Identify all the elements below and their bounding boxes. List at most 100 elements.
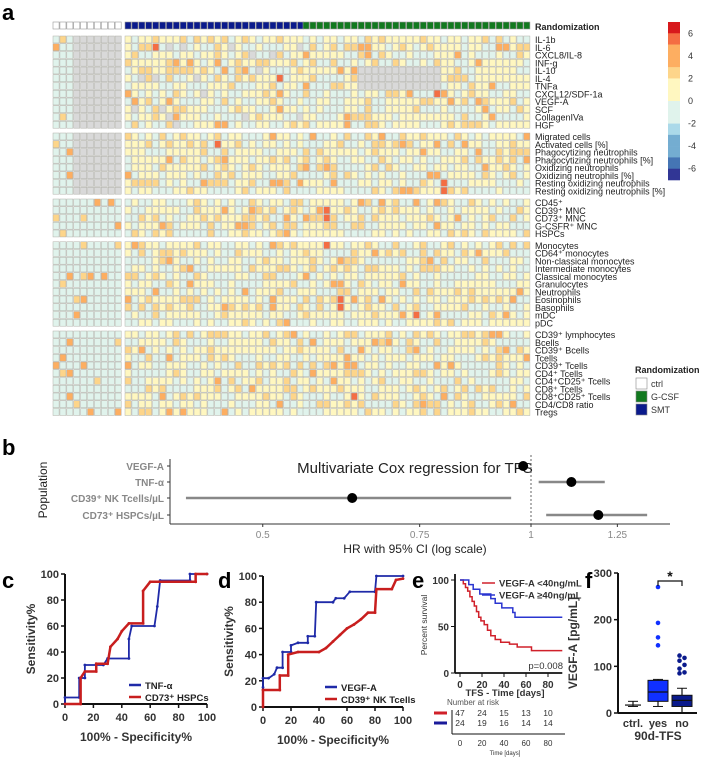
heatmap-cell xyxy=(283,82,291,90)
roc-point xyxy=(83,663,87,667)
roc-point xyxy=(261,676,265,680)
heatmap-cell xyxy=(94,249,101,257)
heatmap-cell xyxy=(357,272,365,280)
heatmap-cell xyxy=(364,35,372,44)
heatmap-cell xyxy=(152,295,159,304)
heatmap-cell xyxy=(323,377,331,385)
heatmap-cell xyxy=(200,43,208,51)
heatmap-cell xyxy=(309,295,317,304)
heatmap-row-label: CD39⁺ lymphocytes xyxy=(535,330,616,340)
heatmap-cell xyxy=(302,90,310,98)
heatmap-cell xyxy=(495,163,503,172)
heatmap-cell xyxy=(297,121,304,129)
heatmap-cell xyxy=(509,377,517,385)
heatmap-cell xyxy=(447,179,455,187)
heatmap-cell xyxy=(351,156,358,164)
heatmap-cell xyxy=(114,369,122,377)
heatmap-cell xyxy=(489,338,496,346)
heatmap-cell xyxy=(166,311,173,319)
heatmap-cell xyxy=(193,74,201,82)
heatmap-cell xyxy=(73,132,81,141)
heatmap-cell xyxy=(283,303,291,311)
heatmap-cell xyxy=(523,385,531,393)
heatmap-cell xyxy=(114,148,122,156)
heatmap-cell xyxy=(242,361,249,370)
heatmap-cell xyxy=(385,74,393,82)
heatmap-cell xyxy=(73,392,81,401)
heatmap-cell xyxy=(145,280,153,288)
heatmap-cell xyxy=(214,377,222,385)
heatmap-cell xyxy=(364,105,372,113)
roc-point xyxy=(338,633,342,637)
heatmap-cell xyxy=(114,354,122,362)
heatmap-cell xyxy=(214,97,222,106)
heatmap-cell xyxy=(283,43,291,51)
heatmap-cell xyxy=(114,319,122,327)
heatmap-cell xyxy=(214,105,222,113)
heatmap-cell xyxy=(406,338,413,346)
heatmap-cell xyxy=(124,319,132,327)
heatmap-cell xyxy=(433,35,441,44)
heatmap-cell xyxy=(262,400,270,408)
heatmap-cell xyxy=(454,385,462,393)
heatmap-cell xyxy=(509,385,517,393)
heatmap-cell xyxy=(357,264,365,273)
heatmap-cell xyxy=(371,82,379,90)
heatmap-cell xyxy=(475,280,482,288)
heatmap-cell xyxy=(378,171,386,179)
heatmap-cell xyxy=(179,171,187,179)
heatmap-cell xyxy=(235,377,242,385)
heatmap-cell xyxy=(399,105,406,113)
heatmap-cell xyxy=(255,288,263,296)
heatmap-cell xyxy=(138,206,146,214)
heatmap-cell xyxy=(378,206,386,214)
heatmap-cell xyxy=(66,132,74,141)
heatmap-cell xyxy=(297,35,304,44)
outlier-point xyxy=(655,643,661,648)
heatmap-cell xyxy=(364,51,372,59)
heatmap-cell xyxy=(309,51,317,59)
heatmap-cell xyxy=(94,113,101,121)
heatmap-cell xyxy=(124,179,132,187)
heatmap-cell xyxy=(399,179,406,187)
heatmap-cell xyxy=(426,330,434,339)
heatmap-cell xyxy=(502,354,510,362)
heatmap-cell xyxy=(399,241,406,249)
heatmap-cell xyxy=(262,163,270,172)
heatmap-cell xyxy=(290,43,297,51)
heatmap-cell xyxy=(523,249,531,257)
group-bar-cell xyxy=(399,21,407,30)
heatmap-cell xyxy=(255,132,263,141)
heatmap-cell xyxy=(302,163,310,172)
y-tick-label: 0 xyxy=(53,699,59,711)
heatmap-cell xyxy=(66,361,74,370)
heatmap-cell xyxy=(489,272,496,280)
heatmap-cell xyxy=(502,148,510,156)
heatmap-cell xyxy=(124,43,132,51)
heatmap-cell xyxy=(235,241,242,249)
heatmap-cell xyxy=(73,148,81,156)
heatmap-cell xyxy=(228,400,235,408)
heatmap-cell xyxy=(235,249,242,257)
heatmap-cell xyxy=(475,338,482,346)
group-bar-cell xyxy=(297,21,304,30)
heatmap-cell xyxy=(495,214,503,222)
heatmap-cell xyxy=(66,241,74,249)
colorbar-tick: -2 xyxy=(688,119,696,129)
heatmap-cell xyxy=(509,140,517,148)
heatmap-cell xyxy=(114,105,122,113)
heatmap-cell xyxy=(242,82,249,90)
heatmap-cell xyxy=(323,90,331,98)
heatmap-cell xyxy=(101,249,108,257)
heatmap-cell xyxy=(371,354,379,362)
heatmap-cell xyxy=(87,214,94,222)
heatmap-cell xyxy=(468,272,475,280)
heatmap-cell xyxy=(482,222,489,230)
heatmap-cell xyxy=(159,214,166,222)
heatmap-cell xyxy=(283,241,291,249)
heatmap-cell xyxy=(323,354,331,362)
heatmap-cell xyxy=(131,74,139,82)
heatmap-cell xyxy=(357,385,365,393)
heatmap-cell xyxy=(302,241,310,249)
heatmap-cell xyxy=(107,90,115,98)
